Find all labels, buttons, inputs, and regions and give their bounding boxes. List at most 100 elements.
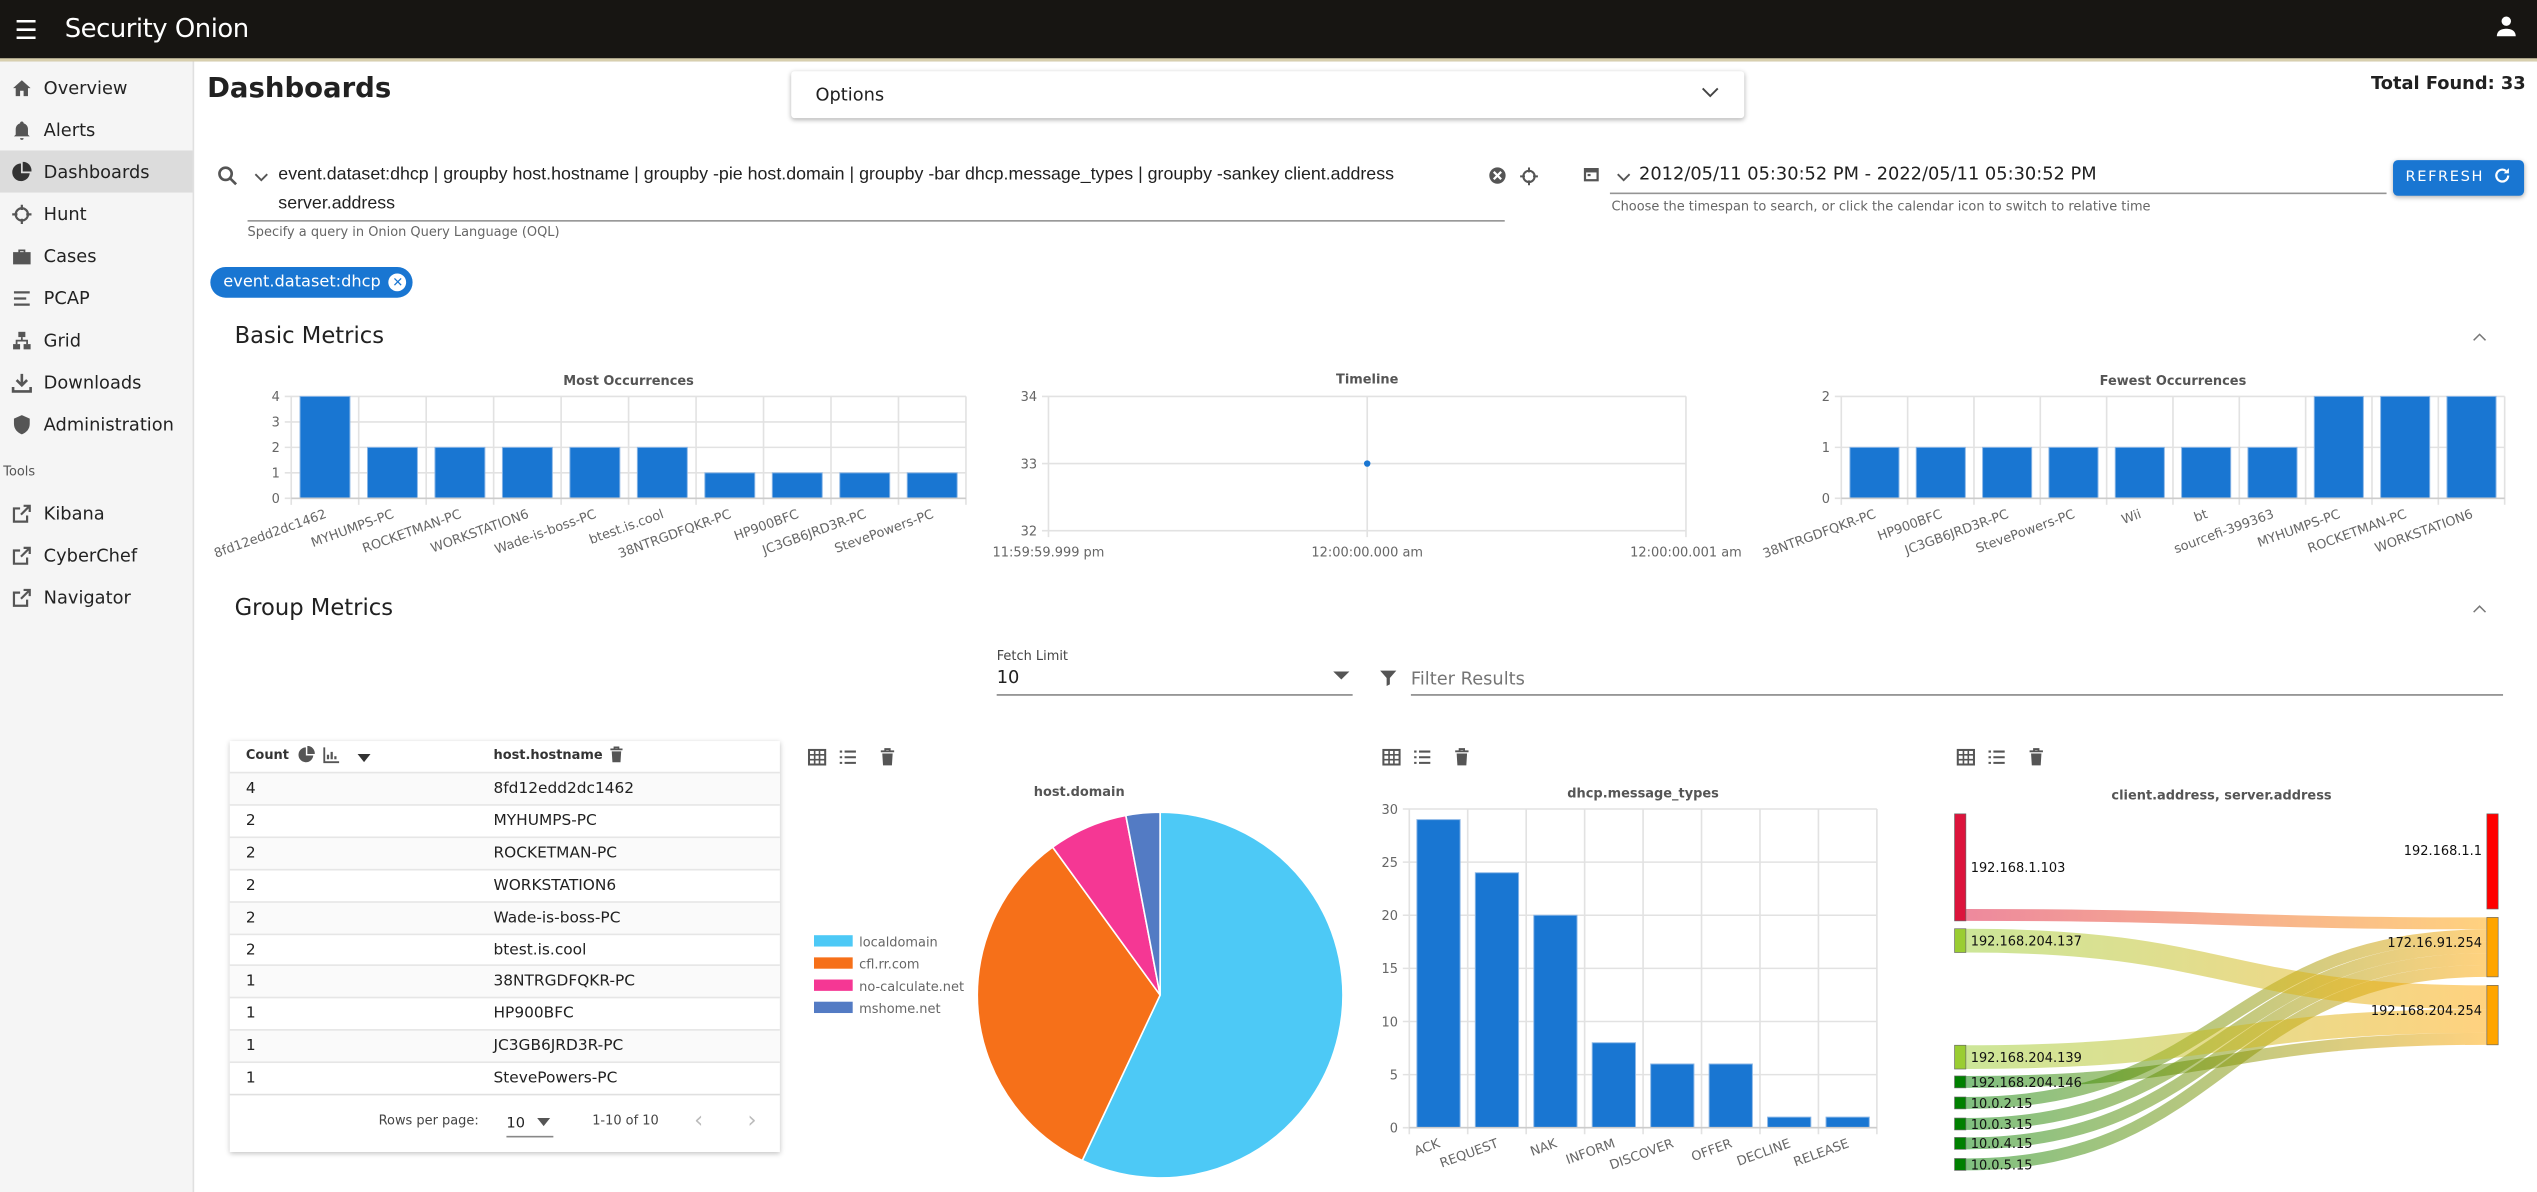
bar (501, 446, 553, 499)
prev-page-icon[interactable]: ‹ (694, 1108, 704, 1135)
chevron-down-icon[interactable] (1615, 168, 1633, 191)
sidebar-item-downloads[interactable]: Downloads (0, 361, 193, 403)
filter-chip[interactable]: event.dataset:dhcp ✕ (210, 266, 414, 298)
refresh-button[interactable]: REFRESH (2393, 160, 2525, 196)
sankey-node-label: 10.0.3.15 (1971, 1118, 2033, 1133)
x-tick-label: ACK (1412, 1136, 1442, 1159)
sidebar-item-navigator[interactable]: Navigator (0, 576, 193, 618)
trash-icon[interactable] (2027, 748, 2045, 772)
table-row[interactable]: 2 btest.is.cool (229, 932, 780, 967)
sankey-link (1965, 941, 2487, 1130)
chart-pie-icon (10, 160, 33, 183)
table-row[interactable]: 2 MYHUMPS-PC (229, 803, 780, 838)
chevron-down-icon[interactable] (252, 168, 270, 191)
y-tick-label: 4 (272, 390, 280, 405)
table-row[interactable]: 1 StevePowers-PC (229, 1061, 780, 1096)
x-tick-label: HP900BFC (732, 507, 801, 544)
y-tick-label: 1 (272, 467, 280, 482)
y-tick-label: 34 (1021, 390, 1037, 405)
table-icon[interactable] (1382, 748, 1401, 772)
chevron-up-icon[interactable] (2471, 600, 2489, 623)
sidebar-item-overview[interactable]: Overview (0, 66, 193, 108)
list-icon[interactable] (838, 748, 857, 772)
x-tick-label: Wii (2120, 507, 2144, 528)
count-cell: 1 (245, 1005, 256, 1024)
tools-label: Tools (3, 464, 36, 479)
hostname-cell: WORKSTATION6 (493, 876, 617, 895)
external-link-icon (10, 502, 33, 525)
table-row[interactable]: 2 Wade-is-boss-PC (229, 900, 780, 935)
x-tick-label: ROCKETMAN-PC (2306, 507, 2409, 557)
bar (704, 472, 756, 499)
table-row[interactable]: 1 38NTRGDFQKR-PC (229, 964, 780, 999)
sidebar-item-grid[interactable]: Grid (0, 319, 193, 361)
fetch-limit-select[interactable]: 10 (996, 667, 1353, 696)
hostname-cell: 8fd12edd2dc1462 (493, 779, 635, 798)
next-page-icon[interactable]: › (747, 1108, 757, 1135)
table-row[interactable]: 2 ROCKETMAN-PC (229, 836, 780, 871)
date-range-input[interactable]: 2012/05/11 05:30:52 PM - 2022/05/11 05:3… (1639, 163, 2097, 185)
table-row[interactable]: 4 8fd12edd2dc1462 (229, 771, 780, 806)
x-tick-label: WORKSTATION6 (2373, 507, 2475, 556)
trash-icon[interactable] (608, 746, 624, 769)
home-icon (10, 76, 33, 99)
sort-caret-icon[interactable] (357, 753, 371, 763)
sidebar-item-label: Grid (43, 329, 82, 351)
bar (569, 446, 621, 499)
options-panel[interactable]: Options (791, 71, 1745, 119)
calendar-icon[interactable] (1582, 165, 1600, 188)
x-tick-label: OFFER (1690, 1136, 1735, 1165)
sidebar-item-administration[interactable]: Administration (0, 403, 193, 445)
column-header-hostname[interactable]: host.hostname (493, 747, 603, 763)
crosshairs-icon[interactable] (1519, 167, 1538, 191)
y-tick-label: 33 (1021, 457, 1037, 472)
table-row[interactable]: 2 WORKSTATION6 (229, 868, 780, 902)
sidebar-item-pcap[interactable]: PCAP (0, 277, 193, 319)
dhcp-message-types-chart: dhcp.message_types 0 5 10 15 20 25 30 ACKREQUEST… (1381, 787, 1878, 1173)
x-tick-label: ROCKETMAN-PC (361, 507, 464, 557)
bar (771, 472, 823, 499)
table-row[interactable]: 1 JC3GB6JRD3R-PC (229, 1029, 780, 1064)
query-input[interactable]: event.dataset:dhcp | groupby host.hostna… (278, 160, 1483, 218)
sidebar-item-cases[interactable]: Cases (0, 235, 193, 277)
sidebar-item-dashboards[interactable]: Dashboards (0, 150, 193, 193)
x-tick-label: MYHUMPS-PC (2256, 507, 2343, 551)
y-tick-label: 30 (1381, 803, 1397, 818)
trash-icon[interactable] (879, 748, 897, 772)
trash-icon[interactable] (1453, 748, 1471, 772)
y-tick-label: 5 (1390, 1068, 1398, 1083)
chart-pie-icon[interactable] (298, 745, 316, 769)
list-icon[interactable] (1987, 748, 2006, 772)
sidebar-item-hunt[interactable]: Hunt (0, 193, 193, 235)
table-icon[interactable] (1956, 748, 1975, 772)
table-row[interactable]: 1 HP900BFC (229, 997, 780, 1031)
hamburger-icon[interactable]: ☰ (14, 14, 38, 46)
column-header-count[interactable]: Count (245, 747, 289, 763)
sankey-node-label: 192.168.1.103 (1971, 861, 2066, 876)
x-tick-label: sourcefi-399363 (2172, 507, 2276, 557)
account-icon[interactable] (2495, 15, 2518, 43)
sidebar-item-kibana[interactable]: Kibana (0, 492, 193, 534)
sidebar-item-cyberchef[interactable]: CyberChef (0, 534, 193, 576)
close-icon[interactable]: ✕ (388, 273, 407, 292)
search-icon[interactable] (217, 165, 238, 191)
clear-icon[interactable] (1489, 167, 1507, 190)
page-info: 1-10 of 10 (592, 1113, 659, 1128)
sidebar-item-label: PCAP (43, 287, 90, 309)
rows-per-page-select[interactable]: 10 (506, 1112, 554, 1138)
x-tick-label: 11:59:59.999 pm (993, 546, 1105, 561)
filter-results-input[interactable] (1410, 663, 2504, 696)
list-icon[interactable] (1413, 748, 1432, 772)
x-tick-label: StevePowers-PC (1974, 507, 2077, 557)
y-tick-label: 20 (1381, 909, 1397, 924)
sidebar-item-alerts[interactable]: Alerts (0, 108, 193, 150)
table-icon[interactable] (807, 748, 827, 772)
sankey-node (2486, 917, 2499, 978)
chart-bar-icon[interactable] (322, 746, 341, 769)
bar (2048, 446, 2099, 499)
sankey-node-label: 192.168.204.254 (2371, 1004, 2482, 1019)
chevron-up-icon[interactable] (2471, 328, 2489, 351)
caret-down-icon (1333, 671, 1350, 680)
page-title: Dashboards (207, 72, 392, 106)
y-tick-label: 2 (272, 441, 280, 456)
